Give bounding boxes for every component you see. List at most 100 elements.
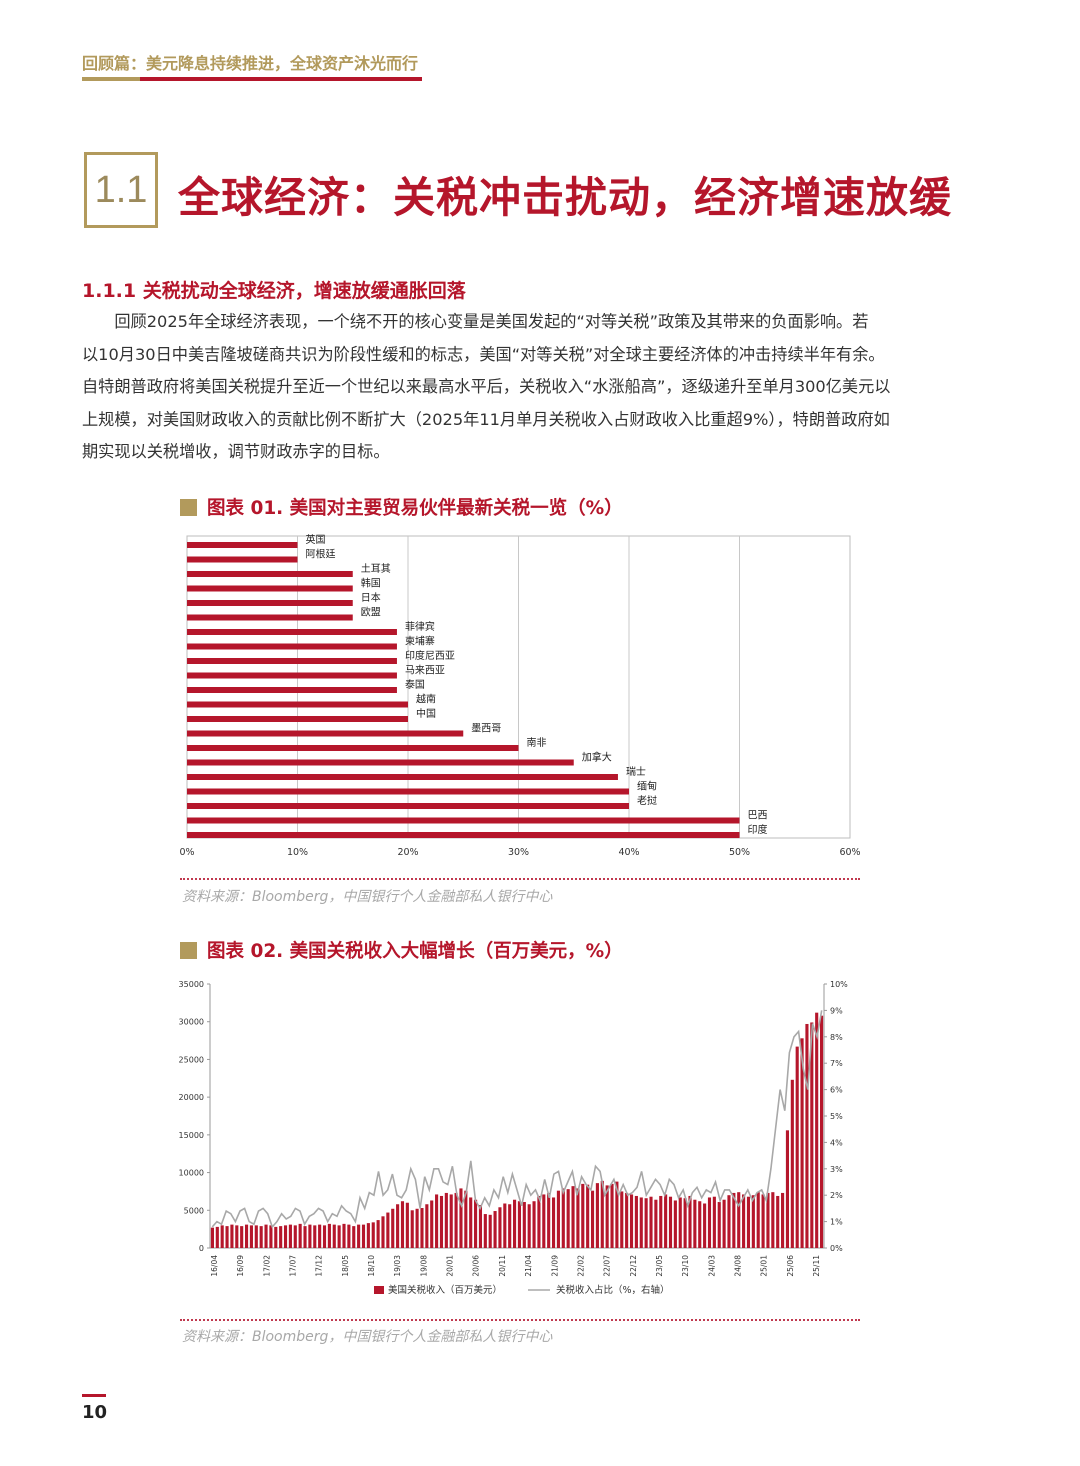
y-right-tick-label: 2% (830, 1191, 843, 1200)
x-tick-label: 21/09 (550, 1255, 559, 1277)
figure1-title: 图表 01. 美国对主要贸易伙伴最新关税一览（%） (180, 494, 623, 520)
revenue-bar (371, 1222, 375, 1248)
y-left-tick-label: 0 (199, 1244, 204, 1253)
revenue-bar (235, 1225, 239, 1248)
y-right-tick-label: 3% (830, 1165, 843, 1174)
revenue-bar (659, 1195, 663, 1248)
revenue-bar (776, 1195, 780, 1248)
revenue-bar (361, 1224, 366, 1248)
y-left-tick-label: 35000 (179, 980, 204, 989)
revenue-bar (332, 1224, 336, 1248)
revenue-bar (513, 1199, 517, 1248)
bar (187, 571, 353, 577)
x-tick-label: 30% (508, 847, 529, 858)
revenue-bar (727, 1195, 731, 1248)
x-tick-label: 18/10 (367, 1255, 376, 1277)
revenue-bar (810, 1022, 814, 1248)
revenue-bar (561, 1188, 565, 1248)
x-tick-label: 22/02 (576, 1255, 585, 1277)
revenue-bar (342, 1223, 346, 1248)
revenue-bar (240, 1226, 244, 1248)
bar-label: 马来西亚 (405, 665, 445, 677)
revenue-bar (210, 1227, 214, 1248)
revenue-bar (576, 1188, 580, 1248)
revenue-bar (698, 1201, 702, 1248)
revenue-bar (732, 1192, 736, 1248)
revenue-bar (542, 1194, 546, 1248)
running-header: 回顾篇：美元降息持续推进，全球资产沐光而行 (82, 54, 419, 73)
bar-label: 泰国 (405, 678, 425, 691)
revenue-bar (761, 1194, 765, 1248)
x-tick-label: 23/10 (681, 1255, 690, 1277)
revenue-bar (230, 1224, 234, 1248)
x-tick-label: 22/07 (603, 1255, 612, 1277)
revenue-bar (357, 1224, 361, 1248)
bar (187, 687, 397, 693)
paragraph-line: 回顾2025年全球经济表现，一个绕不开的核心变量是美国发起的“对等关税”政策及其… (82, 312, 869, 331)
bar (187, 629, 397, 635)
x-tick-label: 19/03 (393, 1255, 402, 1277)
revenue-bar (322, 1225, 327, 1248)
tariff-bar-chart: 0% 10% 20% 30% 40% 50% 60% 英国阿根廷土耳其韩国日本欧盟菲律宾柬埔寨… (179, 533, 860, 858)
revenue-bar (644, 1198, 648, 1248)
bar-label: 中国 (416, 707, 436, 720)
bar (187, 672, 397, 679)
bar (187, 542, 298, 548)
y-right-tick-label: 6% (830, 1086, 843, 1095)
bar (187, 788, 629, 795)
revenue-bar (244, 1224, 249, 1248)
x-tick-label: 40% (618, 847, 639, 858)
x-tick-label: 60% (839, 847, 860, 858)
body-paragraph: 回顾2025年全球经济表现，一个绕不开的核心变量是美国发起的“对等关税”政策及其… (82, 306, 962, 469)
x-tick-label: 23/05 (655, 1255, 664, 1277)
figure2-source: 资料来源：Bloomberg，中国银行个人金融部私人银行中心 (182, 1329, 553, 1345)
revenue-bar (610, 1183, 614, 1248)
revenue-bar (712, 1196, 716, 1248)
revenue-bar (634, 1195, 638, 1248)
revenue-bar (478, 1205, 483, 1248)
bar (187, 658, 397, 664)
revenue-bar (571, 1186, 575, 1248)
revenue-bar (318, 1224, 322, 1248)
revenue-bar (678, 1197, 682, 1248)
revenue-bar (737, 1192, 741, 1248)
bar (187, 730, 464, 737)
revenue-bar (425, 1204, 429, 1248)
revenue-bar (532, 1201, 536, 1248)
revenue-bar (586, 1184, 590, 1248)
revenue-bar (308, 1224, 312, 1248)
x-tick-label: 25/01 (760, 1255, 769, 1277)
bar-label: 英国 (306, 533, 326, 546)
revenue-bar (615, 1181, 619, 1248)
header-rule-gold (82, 77, 140, 81)
bar-label: 欧盟 (361, 607, 381, 619)
revenue-bar (415, 1208, 419, 1248)
revenue-bar (566, 1189, 570, 1248)
revenue-bar (717, 1201, 721, 1248)
revenue-bar (664, 1194, 668, 1248)
x-tick-label: 24/08 (733, 1255, 742, 1277)
revenue-bar (293, 1225, 297, 1248)
revenue-bar (254, 1225, 258, 1248)
revenue-bar (469, 1197, 473, 1248)
revenue-bar (459, 1188, 463, 1248)
bar-label: 南非 (527, 736, 547, 749)
legend-label: 美国关税收入（百万美元） (388, 1284, 502, 1296)
y-left-tick-label: 30000 (179, 1018, 204, 1027)
bar-label: 巴西 (748, 810, 768, 822)
revenue-bar (693, 1199, 697, 1248)
bar (187, 745, 519, 751)
bar-label: 加拿大 (582, 751, 612, 764)
revenue-bar (522, 1201, 526, 1248)
bar (187, 556, 298, 563)
revenue-bar (347, 1224, 351, 1248)
tariff-revenue-chart: 0 5000 10000 15000 20000 25000 30000 35000 0% 1% 2… (179, 980, 849, 1296)
revenue-bar (225, 1226, 229, 1248)
revenue-bar (352, 1226, 356, 1248)
bar-label: 老挝 (637, 794, 657, 807)
revenue-bar (410, 1210, 414, 1248)
revenue-bar (264, 1224, 268, 1248)
subsection-title: 1.1.1 关税扰动全球经济，增速放缓通胀回落 (82, 280, 466, 302)
bar-label: 印度尼西亚 (405, 649, 455, 662)
revenue-bar (279, 1226, 283, 1248)
